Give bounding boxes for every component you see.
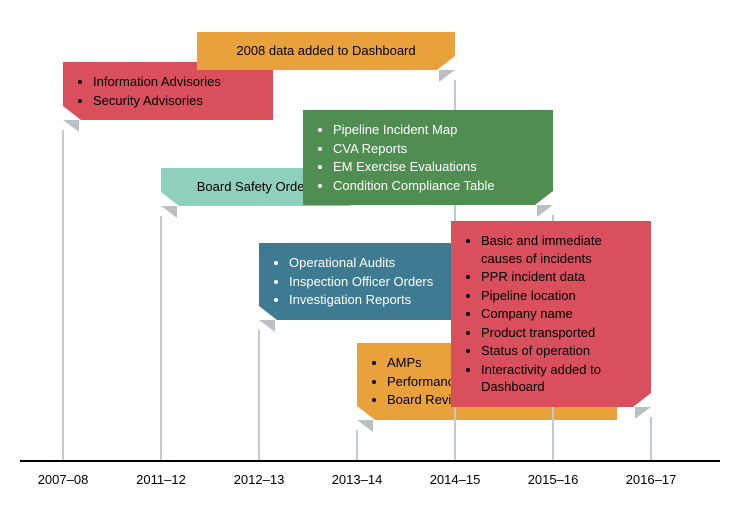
flag-notch [259, 306, 277, 320]
flag-list-item: Inspection Officer Orders [289, 273, 475, 291]
flag-list-item: Investigation Reports [289, 291, 475, 309]
flag-notch [437, 56, 455, 70]
timeline-diagram: { "meta": { "width": 740, "height": 507,… [0, 0, 740, 507]
flag-body: 2008 data added to Dashboard [197, 32, 455, 70]
flag-list-item: Pipeline Incident Map [333, 121, 539, 139]
axis-label: 2016–17 [626, 472, 677, 487]
flag-body: Pipeline Incident MapCVA ReportsEM Exerc… [303, 110, 553, 205]
flag-notch [633, 393, 651, 407]
axis-label: 2013–14 [332, 472, 383, 487]
flag-pointer [537, 205, 553, 217]
flag-notch [161, 192, 179, 206]
axis-label: 2015–16 [528, 472, 579, 487]
timeline-pole [258, 330, 260, 460]
timeline-pole [160, 216, 162, 460]
flag-pointer [259, 320, 275, 332]
flag-notch [63, 106, 81, 120]
flag-list-item: Basic and immediate causes of incidents [481, 232, 637, 267]
flag-list-item: Information Advisories [93, 73, 259, 91]
flag-pointer [63, 120, 79, 132]
flag-list-item: Interactivity added to Dashboard [481, 361, 637, 396]
flag-list-item: CVA Reports [333, 140, 539, 158]
flag-list: Operational AuditsInspection Officer Ord… [273, 254, 475, 309]
axis-label: 2011–12 [136, 472, 186, 487]
flag-list-item: Pipeline location [481, 287, 637, 305]
flag-list-item: Operational Audits [289, 254, 475, 272]
timeline-flag: Basic and immediate causes of incidentsP… [451, 221, 651, 407]
flag-list-item: Product transported [481, 324, 637, 342]
flag-pointer [161, 206, 177, 218]
flag-list: Information AdvisoriesSecurity Advisorie… [77, 73, 259, 109]
timeline-flag: Information AdvisoriesSecurity Advisorie… [63, 62, 273, 120]
flag-list: Pipeline Incident MapCVA ReportsEM Exerc… [317, 121, 539, 194]
flag-list-item: Security Advisories [93, 92, 259, 110]
timeline-flag: 2008 data added to Dashboard [197, 32, 455, 70]
flag-notch [535, 191, 553, 205]
flag-notch [357, 406, 375, 420]
timeline-axis [20, 460, 720, 462]
axis-label: 2012–13 [234, 472, 285, 487]
axis-label: 2014–15 [430, 472, 481, 487]
flag-pointer [635, 407, 651, 419]
flag-text: Board Safety Orders [197, 179, 316, 194]
flag-pointer [439, 70, 455, 82]
timeline-pole [650, 417, 652, 460]
timeline-pole [62, 130, 64, 460]
flag-list-item: Company name [481, 305, 637, 323]
axis-label: 2007–08 [38, 472, 89, 487]
flag-list: Basic and immediate causes of incidentsP… [465, 232, 637, 396]
timeline-pole [356, 430, 358, 460]
flag-body: Basic and immediate causes of incidentsP… [451, 221, 651, 407]
flag-pointer [357, 420, 373, 432]
flag-body: Information AdvisoriesSecurity Advisorie… [63, 62, 273, 120]
flag-text: 2008 data added to Dashboard [236, 43, 415, 58]
flag-list-item: Condition Compliance Table [333, 177, 539, 195]
flag-list-item: PPR incident data [481, 268, 637, 286]
flag-list-item: EM Exercise Evaluations [333, 158, 539, 176]
flag-list-item: Status of operation [481, 342, 637, 360]
timeline-flag: Pipeline Incident MapCVA ReportsEM Exerc… [303, 110, 553, 205]
